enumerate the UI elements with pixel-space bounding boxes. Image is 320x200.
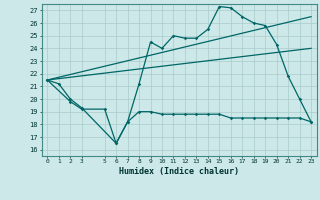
X-axis label: Humidex (Indice chaleur): Humidex (Indice chaleur): [119, 167, 239, 176]
